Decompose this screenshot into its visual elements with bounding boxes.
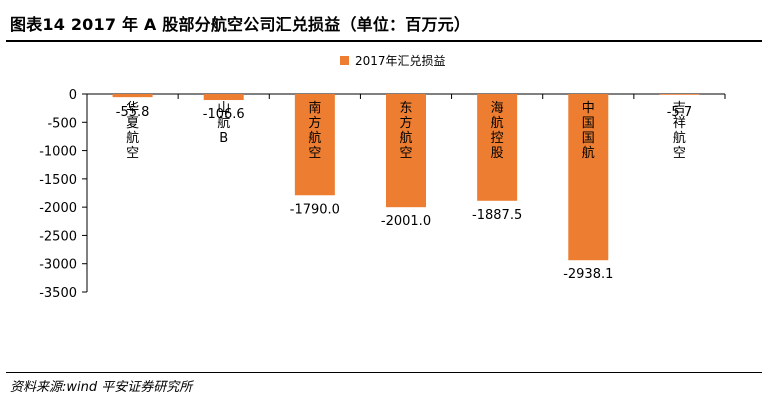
category-label: 海航控股	[491, 101, 504, 161]
category-label: 吉祥航空	[673, 101, 686, 161]
bar-2	[203, 94, 244, 101]
category-label-char: 空	[126, 146, 139, 161]
y-tick-label: -3500	[39, 286, 77, 301]
category-label-char: 祥	[673, 116, 686, 131]
category-label-char: 海	[491, 101, 504, 116]
category-label-char: 航	[399, 130, 412, 146]
category-label-char: 方	[308, 115, 321, 131]
category-label-char: 股	[491, 146, 504, 161]
y-tick-label: -2500	[39, 229, 77, 244]
figure-title: 图表14 2017 年 A 股部分航空公司汇兑损益（单位：百万元）	[10, 15, 471, 34]
category-label: 华夏航空	[126, 101, 139, 161]
category-label-char: 航	[491, 115, 504, 131]
category-label-char: 控	[491, 131, 504, 146]
category-label-char: 中	[582, 101, 595, 116]
data-label: -5.7	[667, 105, 692, 120]
category-label-char: 国	[582, 131, 595, 146]
title-divider	[6, 40, 762, 42]
legend-label: 2017年汇兑损益	[355, 54, 446, 68]
category-label: 东方航空	[399, 101, 412, 161]
data-label: -2938.1	[563, 267, 613, 282]
category-label-char: 山	[217, 101, 230, 116]
footer-divider	[6, 372, 762, 373]
category-label-char: 东	[399, 101, 412, 116]
category-label: 中国国航	[582, 101, 595, 161]
data-label: -1887.5	[472, 208, 522, 223]
y-tick-label: -500	[47, 116, 77, 131]
data-label: -55.8	[116, 105, 150, 120]
data-label: -1790.0	[290, 202, 340, 217]
data-label: -106.6	[203, 107, 245, 122]
source-note: 资料来源:wind 平安证券研究所	[10, 380, 193, 395]
figure-title-bar: 图表14 2017 年 A 股部分航空公司汇兑损益（单位：百万元）	[6, 6, 762, 42]
category-label-char: 空	[399, 146, 412, 161]
category-label-char: 航	[217, 115, 230, 131]
y-tick-label: 0	[69, 88, 77, 103]
category-label: 南方航空	[308, 100, 321, 161]
category-label-char: 南	[308, 100, 321, 116]
category-label-char: 华	[126, 101, 139, 116]
category-label-char: 吉	[673, 101, 686, 116]
bar-4	[386, 94, 426, 208]
legend-swatch	[340, 56, 349, 65]
category-label-char: B	[219, 131, 228, 146]
category-label-char: 方	[399, 115, 412, 131]
category-label-char: 空	[308, 146, 321, 161]
y-tick-label: -3000	[39, 258, 77, 273]
category-label-char: 航	[308, 130, 321, 146]
category-label-char: 国	[582, 116, 595, 131]
category-label-char: 航	[126, 130, 139, 146]
bar-3	[294, 94, 335, 196]
bar-1	[112, 94, 153, 98]
category-label-char: 航	[582, 145, 595, 161]
y-tick-label: -1500	[39, 173, 77, 188]
data-label: -2001.0	[381, 214, 431, 229]
category-label-char: 夏	[126, 116, 139, 131]
category-label-char: 空	[673, 146, 686, 161]
y-tick-label: -1000	[39, 145, 77, 160]
bar-5	[477, 94, 518, 201]
category-label-char: 航	[673, 130, 686, 146]
y-tick-label: -2000	[39, 201, 77, 216]
category-label: 山航 B	[217, 101, 230, 146]
bar-7	[659, 94, 700, 95]
bar-6	[568, 94, 609, 261]
